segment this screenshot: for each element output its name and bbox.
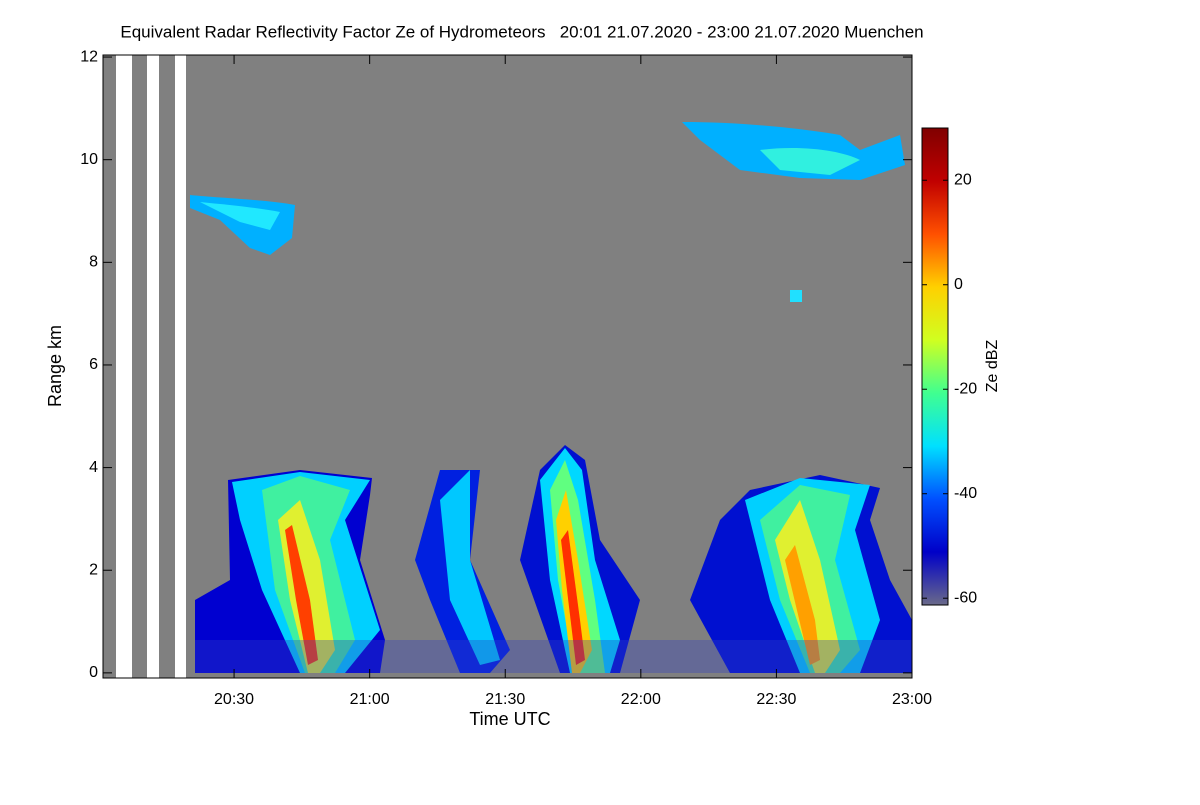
chart-title: Equivalent Radar Reflectivity Factor Ze … xyxy=(120,22,923,41)
colorbar-label: Ze dBZ xyxy=(984,340,1001,393)
x-tick-label: 21:00 xyxy=(350,691,390,708)
y-axis-label: Range km xyxy=(45,325,65,407)
y-tick-label: 4 xyxy=(89,459,98,476)
x-tick-label: 22:30 xyxy=(756,691,796,708)
colorbar-tick-label: 20 xyxy=(954,171,972,188)
plot-frame xyxy=(102,54,913,679)
colorbar-tick-label: -40 xyxy=(954,485,977,502)
colorbar-tick-label: -60 xyxy=(954,589,977,606)
colorbar-tick-label: 0 xyxy=(954,276,963,293)
axes xyxy=(103,55,913,678)
colorbar xyxy=(921,127,949,606)
x-tick-label: 21:30 xyxy=(485,691,525,708)
x-tick-label: 22:00 xyxy=(621,691,661,708)
heatmap-image xyxy=(103,55,912,678)
y-tick-label: 0 xyxy=(89,664,98,681)
colorbar-tick-label: -20 xyxy=(954,380,977,397)
x-tick-label: 23:00 xyxy=(892,691,932,708)
y-tick-label: 12 xyxy=(80,48,98,65)
x-tick-label: 20:30 xyxy=(214,691,254,708)
y-tick-label: 2 xyxy=(89,561,98,578)
y-tick-label: 8 xyxy=(89,254,98,271)
y-tick-label: 6 xyxy=(89,356,98,373)
y-tick-label: 10 xyxy=(80,151,98,168)
x-axis-label: Time UTC xyxy=(469,709,550,729)
